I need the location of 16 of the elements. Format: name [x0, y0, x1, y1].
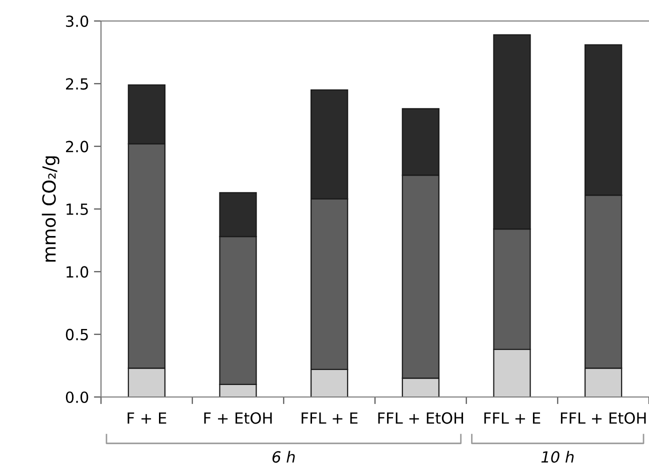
x-tick-label: FFL + EtOH: [378, 412, 464, 424]
text: 10 h: [541, 450, 574, 463]
text: 6 h: [272, 450, 295, 463]
y-tick-label: 2.5: [66, 78, 88, 90]
y-tick-label: 1.5: [66, 204, 88, 216]
y-tick-label: 1.0: [66, 266, 88, 278]
x-tick-label: FFL + E: [484, 412, 540, 424]
x-tick-label: F + EtOH: [204, 412, 272, 424]
x-tick-label: FFL + EtOH: [560, 412, 646, 424]
y-tick-label: 0.0: [66, 391, 88, 404]
y-tick-label: 0.5: [66, 328, 88, 340]
x-tick-label: FFL + E: [302, 412, 358, 424]
y-tick-label: 2.0: [66, 140, 88, 152]
x-tick-label: F + E: [128, 412, 166, 424]
y-tick-label: 3.0: [66, 15, 88, 28]
y-axis-title: mmol CO₂/g: [42, 156, 60, 262]
